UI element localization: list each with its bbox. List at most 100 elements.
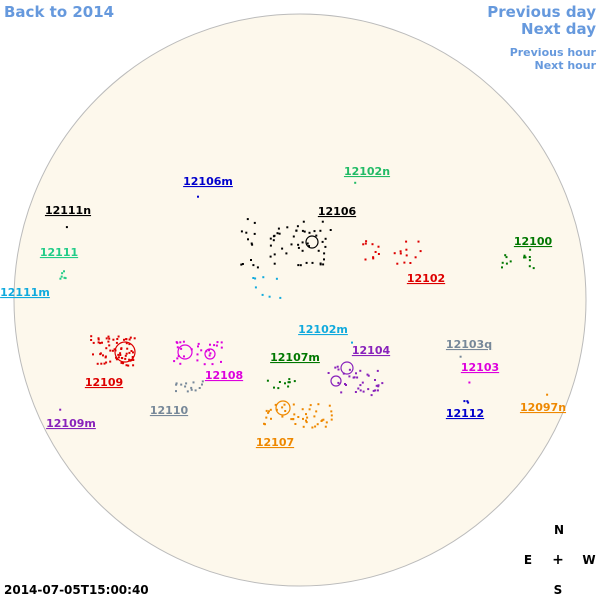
sunspot-dot bbox=[107, 340, 110, 343]
sunspot-dot bbox=[125, 338, 128, 341]
region-label[interactable]: 12106 bbox=[318, 205, 357, 218]
sunspot-dot bbox=[251, 243, 254, 246]
timestamp: 2014-07-05T15:00:40 bbox=[4, 583, 149, 597]
sunspot-dot bbox=[405, 254, 408, 257]
sunspot-dot bbox=[308, 408, 311, 411]
previous-day-link[interactable]: Previous day bbox=[487, 3, 596, 21]
sunspot-dot bbox=[269, 237, 272, 240]
region-label[interactable]: 12103 bbox=[461, 361, 499, 374]
sunspot-dot bbox=[327, 372, 330, 374]
sunspot-dot bbox=[275, 277, 278, 280]
sunspot-dot bbox=[287, 385, 290, 388]
region-label[interactable]: 12103q bbox=[446, 338, 492, 351]
region-label[interactable]: 12109 bbox=[85, 376, 123, 389]
sunspot-dot bbox=[173, 360, 176, 363]
sunspot-dot bbox=[294, 423, 297, 425]
sunspot-dot bbox=[348, 368, 351, 371]
sunspot-dot bbox=[311, 426, 314, 429]
region-label[interactable]: 12106m bbox=[183, 175, 233, 188]
region-label[interactable]: 12102m bbox=[298, 323, 348, 336]
sunspot-dot bbox=[125, 342, 128, 345]
sunspot-dot bbox=[284, 382, 286, 385]
sunspot-dot bbox=[273, 386, 275, 389]
sunspot-dot bbox=[240, 230, 243, 233]
sunspot-dot bbox=[208, 354, 211, 357]
sunspot-dot bbox=[279, 296, 282, 299]
sunspot-dot bbox=[269, 255, 272, 258]
sunspot-dot bbox=[253, 232, 256, 235]
sunspot-umbra bbox=[340, 361, 354, 375]
region-label[interactable]: 12102 bbox=[407, 272, 445, 285]
sunspot-dot bbox=[301, 408, 304, 411]
sunspot-dot bbox=[466, 400, 469, 403]
sunspot-dot bbox=[117, 335, 120, 338]
sunspot-dot bbox=[528, 259, 531, 262]
region-label[interactable]: 12102n bbox=[344, 165, 390, 178]
region-label[interactable]: 12107 bbox=[256, 436, 294, 449]
region-label[interactable]: 12110 bbox=[150, 404, 189, 417]
sunspot-dot bbox=[209, 343, 211, 346]
sunspot-dot bbox=[348, 375, 351, 378]
sunspot-dot bbox=[132, 351, 134, 354]
next-day-link[interactable]: Next day bbox=[521, 20, 596, 38]
region-label[interactable]: 12109m bbox=[46, 417, 96, 430]
sunspot-dot bbox=[180, 347, 183, 350]
sunspot-dot bbox=[97, 341, 100, 344]
sunspot-dot bbox=[268, 295, 271, 298]
sunspot-dot bbox=[216, 341, 219, 344]
sunspot-dot bbox=[250, 259, 252, 261]
sunspot-dot bbox=[220, 341, 223, 344]
region-label[interactable]: 12104 bbox=[352, 344, 391, 357]
region-label[interactable]: 12111 bbox=[40, 246, 78, 259]
sunspot-dot bbox=[321, 220, 324, 223]
sunspot-dot bbox=[97, 337, 100, 340]
sunspot-dot bbox=[124, 357, 127, 360]
sunspot-dot bbox=[374, 251, 377, 253]
sunspot-dot bbox=[208, 349, 210, 352]
sunspot-dot bbox=[313, 230, 316, 233]
sunspot-dot bbox=[303, 230, 306, 233]
sunspot-dot bbox=[414, 256, 417, 259]
sunspot-dot bbox=[284, 410, 287, 412]
sunspot-dot bbox=[116, 338, 119, 340]
sunspot-dot bbox=[302, 425, 305, 428]
sunspot-dot bbox=[117, 353, 120, 356]
region-label[interactable]: 12097n bbox=[520, 401, 566, 414]
sunspot-dot bbox=[125, 364, 128, 367]
sunspot-dot bbox=[194, 389, 197, 392]
sunspot-dot bbox=[301, 229, 304, 232]
region-label[interactable]: 12111m bbox=[0, 286, 50, 299]
sunspot-dot bbox=[128, 358, 131, 361]
sunspot-dot bbox=[241, 263, 244, 265]
sunspot-dot bbox=[285, 252, 288, 255]
sunspot-dot bbox=[99, 352, 102, 355]
sunspot-dot bbox=[129, 336, 132, 339]
region-label[interactable]: 12108 bbox=[205, 369, 243, 382]
sunspot-dot bbox=[467, 401, 470, 404]
sunspot-dot bbox=[128, 343, 131, 346]
sunspot-dot bbox=[109, 349, 112, 352]
sunspot-dot bbox=[128, 351, 131, 354]
region-label[interactable]: 12107m bbox=[270, 351, 320, 364]
region-label[interactable]: 12112 bbox=[446, 407, 484, 420]
region-label[interactable]: 12100 bbox=[514, 235, 553, 248]
sunspot-dot bbox=[362, 390, 365, 393]
sunspot-dot bbox=[372, 257, 375, 260]
sunspot-dot bbox=[357, 387, 360, 390]
sunspot-dot bbox=[463, 400, 466, 403]
sunspot-dot bbox=[108, 337, 111, 340]
sunspot-dot bbox=[459, 355, 462, 358]
back-link[interactable]: Back to 2014 bbox=[4, 3, 114, 21]
sunspot-dot bbox=[364, 242, 367, 245]
region-label[interactable]: 12111n bbox=[45, 204, 91, 217]
sunspot-dot bbox=[374, 389, 377, 392]
sunspot-dot bbox=[253, 221, 256, 224]
sunspot-dot bbox=[277, 387, 280, 390]
sunspot-dot bbox=[329, 229, 332, 231]
sunspot-dot bbox=[120, 347, 123, 350]
sunspot-dot bbox=[297, 243, 300, 246]
sunspot-dot bbox=[117, 356, 120, 359]
next-hour-link[interactable]: Next hour bbox=[535, 59, 597, 72]
sunspot-dot bbox=[287, 381, 290, 384]
previous-hour-link[interactable]: Previous hour bbox=[510, 46, 597, 59]
